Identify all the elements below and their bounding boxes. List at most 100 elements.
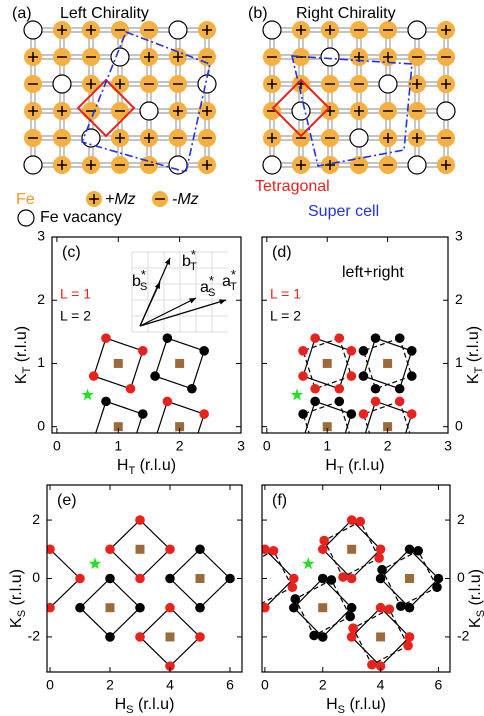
plot-area	[290, 333, 417, 457]
peak	[75, 573, 85, 584]
legend-vacancy: Fe vacancy	[40, 209, 122, 226]
plus-sign	[115, 133, 125, 143]
plus-sign	[202, 160, 212, 170]
x-axis-label: HT (r.l.u)	[117, 457, 176, 477]
reciprocal-square	[47, 548, 81, 609]
arrow-head	[219, 299, 226, 305]
vector-base: b	[132, 273, 141, 290]
peak	[370, 383, 381, 394]
y-tick-label: 2	[32, 511, 40, 527]
nuclear-peak	[113, 358, 123, 368]
axis-subscript: S	[16, 610, 28, 617]
star	[81, 388, 94, 401]
peak	[105, 544, 115, 555]
peak	[290, 594, 301, 604]
peak	[334, 383, 345, 394]
peak	[310, 396, 320, 407]
peak	[298, 346, 308, 356]
inset-label: a* T	[222, 267, 237, 292]
peak	[370, 333, 381, 343]
axis-symbol: H	[115, 696, 127, 713]
plus-sign	[57, 106, 67, 116]
vacancy	[407, 20, 427, 40]
y-tick-label: 3	[455, 228, 463, 244]
x-tick-label: 6	[226, 677, 234, 693]
peak	[150, 435, 160, 445]
x-tick-label: 4	[166, 677, 174, 693]
y-axis-label: KS (r.l.u)	[8, 569, 28, 628]
peak	[395, 447, 405, 457]
vacancy	[262, 20, 282, 40]
vector-base: a	[200, 279, 209, 296]
peak	[310, 383, 320, 394]
x-tick-label: 2	[319, 677, 327, 693]
peak	[135, 573, 145, 584]
vector-base: a	[222, 273, 231, 290]
plus-sign	[86, 79, 96, 89]
axis-symbol: H	[326, 696, 338, 713]
plus-sign	[354, 106, 364, 116]
peak	[195, 632, 205, 642]
y-tick-label: -2	[28, 628, 41, 644]
inset-label: a* S	[200, 273, 215, 298]
tetragonal-cell	[76, 78, 136, 138]
peak	[358, 346, 369, 356]
peak	[126, 447, 136, 457]
panel-label: (a)	[12, 5, 32, 22]
y-axis-label: KS (r.l.u)	[467, 569, 484, 628]
peak	[375, 661, 386, 671]
peak	[317, 632, 328, 642]
vector-sub: T	[190, 261, 197, 273]
y-tick-label: 3	[37, 228, 45, 244]
vector-star: *	[209, 273, 214, 288]
peak	[432, 582, 442, 593]
axis-subscript: S	[338, 704, 345, 716]
nuclear-peak	[383, 422, 393, 432]
peak	[75, 602, 85, 613]
nuclear-peak	[376, 632, 386, 642]
axis-unit: (r.l.u)	[345, 696, 386, 713]
vector-star: *	[231, 267, 236, 282]
vacancy	[52, 74, 72, 94]
x-tick-label: 6	[435, 677, 443, 693]
lattices	[23, 20, 456, 175]
peak	[233, 565, 243, 575]
peak	[355, 516, 366, 527]
y-tick-label: 2	[37, 291, 45, 307]
peak	[319, 535, 329, 546]
x-tick-label: 2	[176, 438, 184, 454]
vacancy	[139, 101, 159, 121]
inset-vector	[139, 297, 197, 327]
legend-supercell: Super cell	[308, 203, 379, 220]
peak	[125, 383, 136, 394]
reciprocal-square	[156, 400, 205, 433]
axis-unit: (r.l.u)	[13, 326, 30, 367]
axis-unit: (r.l.u)	[135, 457, 176, 474]
vacancy	[291, 101, 311, 121]
panel-label: (c)	[62, 244, 81, 261]
x-tick-label: 0	[53, 438, 61, 454]
super-cell	[290, 55, 413, 167]
legend-entry: L = 1	[270, 286, 301, 302]
peak	[406, 346, 417, 356]
y-tick-label: 2	[457, 511, 465, 527]
nuclear-peak	[322, 358, 332, 368]
reciprocal-square	[95, 400, 144, 433]
reciprocal-square	[262, 548, 295, 609]
plus-sign	[28, 52, 38, 62]
peak	[310, 447, 320, 457]
nuclear-peak	[195, 574, 205, 583]
peak	[358, 371, 369, 381]
peak	[298, 371, 308, 381]
peak	[195, 544, 205, 555]
axis-unit: (r.l.u)	[134, 696, 175, 713]
peak	[394, 396, 405, 407]
peak	[346, 371, 357, 381]
peak	[310, 333, 320, 343]
plus-sign	[441, 79, 451, 89]
peak	[187, 383, 197, 394]
vacancy	[168, 20, 188, 40]
peak	[298, 409, 308, 419]
peak	[404, 632, 415, 642]
axis-subscript: T	[473, 366, 484, 373]
